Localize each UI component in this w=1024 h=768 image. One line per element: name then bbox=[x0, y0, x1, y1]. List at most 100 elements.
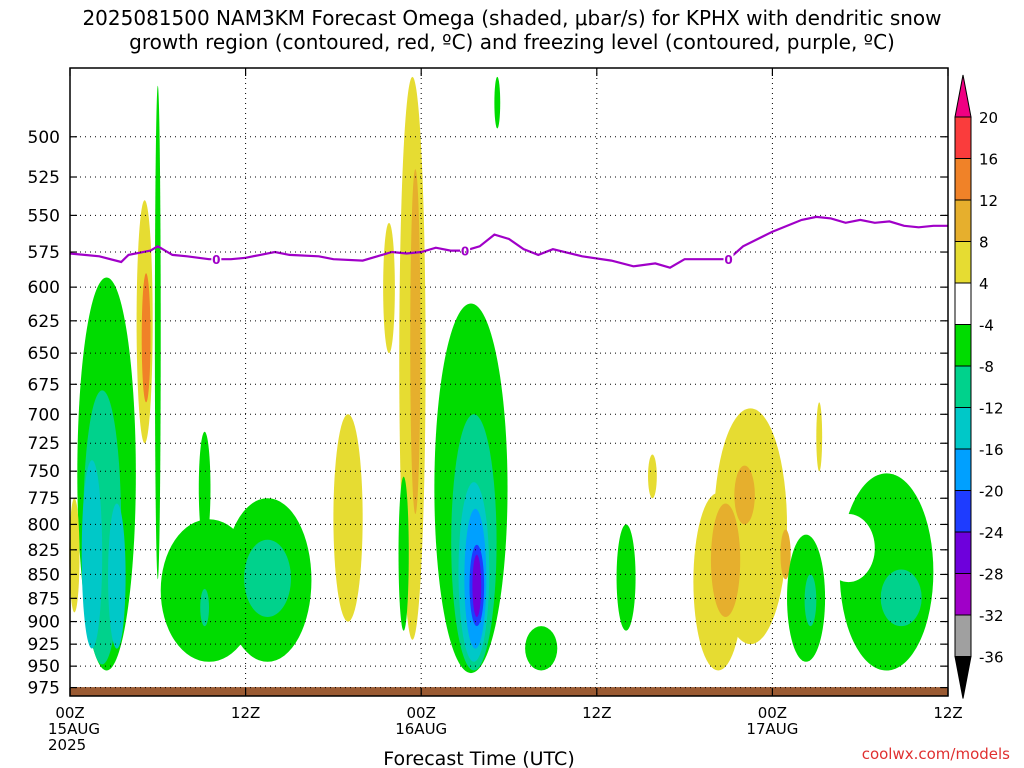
colorbar-band bbox=[954, 614, 972, 657]
colorbar-tick-label: -4 bbox=[979, 317, 994, 335]
omega-region-green-top bbox=[494, 76, 501, 129]
x-tick-label: 15AUG bbox=[48, 720, 100, 738]
colorbar: 20 16 12 8 4 -4 -8 -12 -16 -20 -24 -28 -32 -36 bbox=[954, 74, 1004, 699]
ground-band bbox=[70, 687, 948, 696]
colorbar-band bbox=[954, 365, 972, 408]
colorbar-band bbox=[954, 531, 972, 574]
y-tick-label: 650 bbox=[28, 344, 60, 364]
omega-region-cyan-early bbox=[81, 460, 103, 649]
colorbar-tick-label: -16 bbox=[979, 441, 1004, 459]
x-tick-label: 00Z bbox=[55, 704, 84, 722]
omega-region-orange-col-1 bbox=[141, 273, 151, 403]
colorbar-tick-label: 16 bbox=[979, 151, 998, 169]
y-tick-label: 975 bbox=[28, 679, 60, 699]
colorbar-band bbox=[954, 282, 972, 325]
x-tick-label: 17AUG bbox=[746, 720, 798, 738]
omega-region-teal-late bbox=[880, 569, 922, 627]
omega-region-yellow-mid bbox=[333, 414, 363, 622]
colorbar-band bbox=[954, 448, 972, 491]
freezing-level-line bbox=[69, 215, 948, 269]
omega-region-teal-late-2 bbox=[804, 574, 817, 627]
omega-region-green-spike bbox=[198, 431, 211, 545]
colorbar-tick-label: 4 bbox=[979, 275, 989, 293]
y-tick-label: 775 bbox=[28, 489, 60, 509]
omega-region-teal-small bbox=[200, 588, 210, 627]
omega-region-orange-late-2 bbox=[734, 465, 755, 525]
colorbar-band bbox=[954, 199, 972, 242]
y-tick-label: 550 bbox=[28, 206, 60, 226]
colorbar-max-triangle bbox=[954, 74, 972, 118]
freezing-level-label-bg bbox=[723, 252, 734, 267]
freezing-level-label: 0 bbox=[212, 253, 220, 267]
colorbar-band bbox=[954, 158, 972, 201]
omega-region-yellow-edge bbox=[69, 498, 80, 613]
credit-text: coolwx.com/models bbox=[861, 745, 1010, 763]
y-tick-label: 700 bbox=[28, 405, 60, 425]
colorbar-tick-label: -28 bbox=[979, 566, 1004, 584]
colorbar-tick-label: -8 bbox=[979, 358, 994, 376]
y-tick-label: 600 bbox=[28, 278, 60, 298]
x-tick-label: 16AUG bbox=[395, 720, 447, 738]
colorbar-min-triangle bbox=[954, 656, 972, 699]
x-axis-label: Forecast Time (UTC) bbox=[383, 748, 574, 768]
colorbar-tick-label: -20 bbox=[979, 483, 1004, 501]
colorbar-band bbox=[954, 407, 972, 450]
x-tick-label: 12Z bbox=[933, 704, 962, 722]
colorbar-band bbox=[954, 573, 972, 616]
chart-title: 2025081500 NAM3KM Forecast Omega (shaded… bbox=[0, 6, 1024, 54]
y-tick-label: 675 bbox=[28, 375, 60, 395]
omega-region-cyan-early-2 bbox=[108, 503, 126, 649]
omega-region-teal-mid bbox=[244, 539, 291, 617]
x-tick-label: 12Z bbox=[582, 704, 611, 722]
x-tick-label: 00Z bbox=[758, 704, 787, 722]
chart-title-line-1: 2025081500 NAM3KM Forecast Omega (shaded… bbox=[82, 6, 942, 30]
colorbar-band bbox=[954, 241, 972, 284]
axes-layer: 500 525 550 575 600 625 650 675 700 725 750 775 800 8… bbox=[28, 67, 963, 768]
colorbar-tick-label: -32 bbox=[979, 607, 1004, 625]
colorbar-tick-label: -12 bbox=[979, 400, 1004, 418]
omega-region-white-hole bbox=[822, 514, 875, 583]
freezing-level-label: 0 bbox=[724, 253, 732, 267]
colorbar-tick-label: 8 bbox=[979, 234, 989, 252]
colorbar-tick-label: 20 bbox=[979, 109, 998, 127]
omega-region-green-thin bbox=[398, 476, 409, 631]
y-tick-label: 850 bbox=[28, 565, 60, 585]
y-tick-label: 800 bbox=[28, 515, 60, 535]
y-tick-label: 575 bbox=[28, 243, 60, 263]
omega-region-green-streak bbox=[154, 85, 161, 580]
omega-region-green-small bbox=[525, 626, 558, 671]
colorbar-tick-label: 12 bbox=[979, 192, 998, 210]
y-tick-label: 900 bbox=[28, 613, 60, 633]
y-tick-label: 500 bbox=[28, 128, 60, 148]
x-tick-label: 2025 bbox=[48, 736, 86, 754]
chart-title-line-2: growth region (contoured, red, ºC) and f… bbox=[129, 30, 895, 54]
freezing-level-label-bg bbox=[460, 243, 471, 258]
y-tick-label: 625 bbox=[28, 312, 60, 332]
y-tick-label: 725 bbox=[28, 434, 60, 454]
colorbar-tick-label: -36 bbox=[979, 649, 1004, 667]
x-tick-label: 12Z bbox=[231, 704, 260, 722]
omega-region-purple-main bbox=[472, 554, 482, 617]
y-tick-label: 950 bbox=[28, 657, 60, 677]
omega-region-orange-late bbox=[710, 503, 741, 617]
colorbar-tick-label: -24 bbox=[979, 524, 1004, 542]
omega-fill-layer bbox=[69, 76, 948, 696]
colorbar-band bbox=[954, 116, 972, 159]
freezing-level-label-bg bbox=[211, 252, 222, 267]
y-tick-label: 875 bbox=[28, 589, 60, 609]
plot-frame bbox=[69, 67, 949, 697]
omega-region-yellow-narrow bbox=[383, 222, 395, 354]
y-tick-label: 750 bbox=[28, 462, 60, 482]
colorbar-band bbox=[954, 324, 972, 367]
omega-region-yellow-patch bbox=[648, 454, 657, 499]
y-tick-label: 525 bbox=[28, 168, 60, 188]
x-tick-label: 00Z bbox=[407, 704, 436, 722]
omega-region-orange-late-3 bbox=[780, 529, 791, 580]
omega-region-yellow-spike bbox=[816, 402, 823, 472]
omega-region-green-patch bbox=[616, 524, 636, 631]
omega-region-orange-tall bbox=[410, 169, 421, 515]
y-tick-label: 925 bbox=[28, 635, 60, 655]
colorbar-band bbox=[954, 490, 972, 533]
y-tick-label: 825 bbox=[28, 541, 60, 561]
